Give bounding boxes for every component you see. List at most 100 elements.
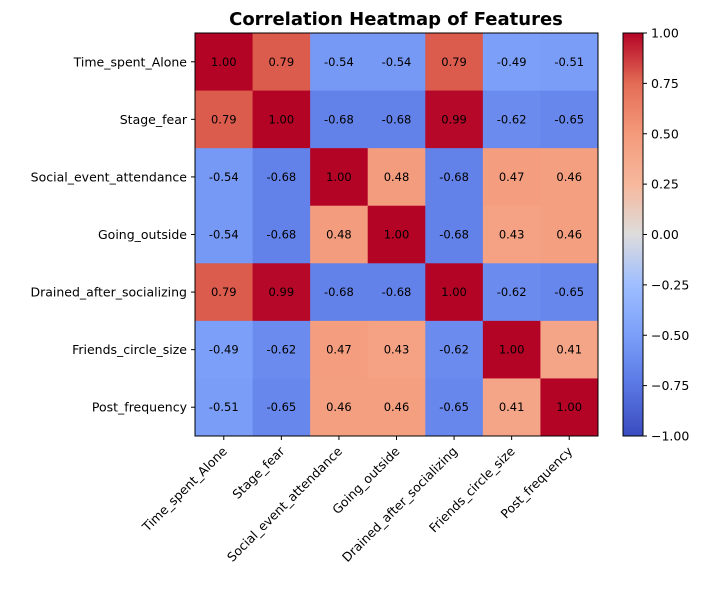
heatmap-cells <box>195 33 599 437</box>
y-tick-label: Social_event_attendance <box>31 169 188 184</box>
heatmap-cell-value: -0.68 <box>266 228 296 242</box>
heatmap-cell <box>310 148 369 207</box>
heatmap-cell-value: 1.00 <box>326 170 352 184</box>
chart-title: Correlation Heatmap of Features <box>229 9 563 30</box>
heatmap-cell-value: 0.48 <box>326 228 352 242</box>
colorbar-tick-label: 0.50 <box>651 126 679 141</box>
heatmap-cell-value: 0.43 <box>499 228 525 242</box>
heatmap-cell-value: -0.54 <box>209 170 239 184</box>
colorbar-ticks: 1.00 0.75 0.50 0.25 0.00 −0.25 −0.50 −0.75 −1.00 <box>643 26 689 444</box>
heatmap-cell <box>482 263 541 322</box>
x-tick-label: Time_spent_Alone <box>138 443 230 535</box>
heatmap-cell <box>252 378 311 437</box>
heatmap-cell <box>482 33 541 92</box>
heatmap-cell <box>367 148 426 207</box>
colorbar-tick-label: 1.00 <box>651 26 679 41</box>
heatmap-cell-value: -0.51 <box>554 55 584 69</box>
heatmap-cell <box>425 148 484 207</box>
heatmap-cell-value: -0.65 <box>439 400 469 414</box>
heatmap-cell <box>367 320 426 379</box>
x-tick-label: Drained_after_socializing <box>339 444 460 565</box>
heatmap-cell-value: 0.99 <box>269 285 295 299</box>
x-tick-label: Social_event_attendance <box>224 443 345 564</box>
heatmap-cell-value: -0.54 <box>382 55 412 69</box>
heatmap-cell-value: -0.54 <box>324 55 354 69</box>
heatmap-cell-value: 0.48 <box>384 170 410 184</box>
heatmap-cell <box>310 90 369 149</box>
heatmap-cell <box>367 263 426 322</box>
heatmap-cell-value: 0.79 <box>269 55 295 69</box>
colorbar <box>622 32 644 437</box>
heatmap-cell <box>367 90 426 149</box>
heatmap-cell-value: -0.68 <box>324 285 354 299</box>
heatmap-cell-value: 1.00 <box>441 285 467 299</box>
heatmap-cell <box>425 33 484 92</box>
heatmap-cell-value: 0.99 <box>441 112 467 126</box>
heatmap-cell <box>195 90 254 149</box>
heatmap-cell <box>195 378 254 437</box>
heatmap-cell-value: 0.41 <box>556 343 582 357</box>
heatmap-cell <box>540 33 599 92</box>
heatmap-cell-value: -0.68 <box>266 170 296 184</box>
y-tick-label: Going_outside <box>98 227 187 242</box>
x-tick-label: Stage_fear <box>229 443 288 502</box>
heatmap-cell-value: 1.00 <box>499 343 525 357</box>
heatmap-cell-value: 0.46 <box>556 228 582 242</box>
heatmap-cell <box>252 205 311 264</box>
y-axis-ticks: Time_spent_Alone Stage_fear Social_event_a… <box>30 54 195 415</box>
colorbar-tick-label: 0.00 <box>651 227 679 242</box>
heatmap-cell-value: -0.65 <box>554 112 584 126</box>
heatmap-cell-value: 1.00 <box>211 55 237 69</box>
heatmap-cell <box>540 378 599 437</box>
x-axis-ticks: Time_spent_Alone Stage_fearSocial_event_a… <box>138 436 576 565</box>
heatmap-cell <box>482 148 541 207</box>
heatmap-cell <box>540 205 599 264</box>
heatmap-cell <box>310 378 369 437</box>
colorbar-tick-label: 0.25 <box>651 177 679 192</box>
heatmap-cell <box>195 148 254 207</box>
heatmap-cell-value: 0.46 <box>556 170 582 184</box>
heatmap-cell <box>482 205 541 264</box>
heatmap-cell <box>367 205 426 264</box>
y-tick-label: Time_spent_Alone <box>73 54 188 69</box>
heatmap-cell-value: 0.46 <box>326 400 352 414</box>
heatmap-cell <box>252 263 311 322</box>
heatmap-cell-value: -0.62 <box>439 343 469 357</box>
heatmap-cell-value: 0.41 <box>499 400 525 414</box>
heatmap-cell-value: 1.00 <box>384 228 410 242</box>
heatmap-cell-value: -0.51 <box>209 400 239 414</box>
heatmap-cell-value: 0.43 <box>384 343 410 357</box>
heatmap-cell-value: 0.47 <box>326 343 352 357</box>
heatmap-cell-value: 0.47 <box>499 170 525 184</box>
heatmap-cell-value: 0.79 <box>211 285 237 299</box>
y-tick-label: Stage_fear <box>120 112 188 127</box>
heatmap-cell-value: -0.62 <box>497 285 527 299</box>
heatmap-cell <box>425 90 484 149</box>
heatmap-cell <box>195 263 254 322</box>
colorbar-tick-label: 0.75 <box>651 76 679 91</box>
heatmap-cell <box>195 320 254 379</box>
heatmap-cell <box>540 263 599 322</box>
heatmap-cell <box>195 205 254 264</box>
heatmap-cell-value: 1.00 <box>269 112 295 126</box>
heatmap-cell <box>425 320 484 379</box>
colorbar-tick-label: −0.50 <box>651 328 689 343</box>
heatmap-cell-value: -0.68 <box>439 170 469 184</box>
heatmap-cell <box>310 33 369 92</box>
heatmap-cell-value: 0.46 <box>384 400 410 414</box>
heatmap-cell <box>482 90 541 149</box>
colorbar-tick-label: −0.25 <box>651 277 689 292</box>
heatmap-cell-value: 1.00 <box>556 400 582 414</box>
heatmap-cell <box>540 148 599 207</box>
heatmap-cell-value: 0.79 <box>441 55 467 69</box>
heatmap-cell <box>310 205 369 264</box>
heatmap-cell <box>425 378 484 437</box>
heatmap-cell <box>310 320 369 379</box>
y-tick-label: Post_frequency <box>92 400 188 415</box>
heatmap-cell <box>425 263 484 322</box>
heatmap-cell <box>252 148 311 207</box>
heatmap-cell-value: -0.68 <box>439 228 469 242</box>
heatmap-cell-value: -0.62 <box>266 343 296 357</box>
heatmap-cell-value: -0.54 <box>209 228 239 242</box>
